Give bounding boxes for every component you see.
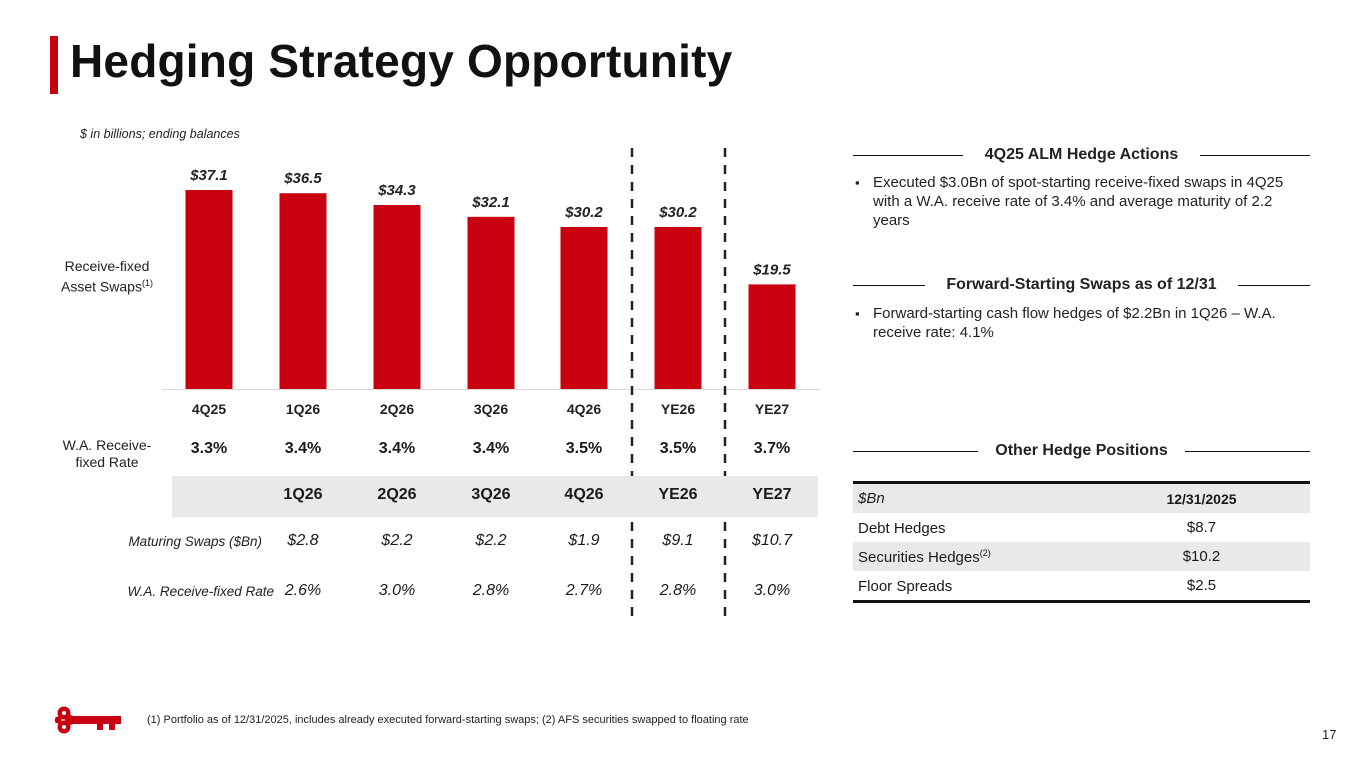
maturing-rate-value: 3.0% bbox=[753, 582, 791, 599]
maturing-header-cell: 2Q26 bbox=[377, 486, 417, 503]
data-label: $37.1 bbox=[189, 167, 228, 184]
x-tick-label: YE26 bbox=[661, 401, 695, 417]
bar bbox=[185, 190, 233, 389]
rate-value: 3.3% bbox=[190, 440, 228, 457]
maturing-swaps-value: $9.1 bbox=[662, 532, 694, 549]
forward-section-title: Forward-Starting Swaps as of 12/31 bbox=[938, 276, 1225, 293]
page-number: 17 bbox=[1322, 727, 1337, 742]
bullet-icon: ▪ bbox=[855, 306, 860, 321]
footnote: (1) Portfolio as of 12/31/2025, includes… bbox=[147, 714, 749, 726]
alm-section-title: 4Q25 ALM Hedge Actions bbox=[976, 146, 1187, 163]
table-row: Debt Hedges $8.7 bbox=[858, 519, 1217, 537]
maturing-header-cell: YE27 bbox=[752, 486, 792, 503]
maturing-table-header bbox=[172, 476, 818, 517]
data-label: $32.1 bbox=[471, 194, 510, 211]
maturing-swaps-label: Maturing Swaps ($Bn) bbox=[128, 534, 262, 549]
table-row: Floor Spreads $2.5 bbox=[858, 577, 1217, 595]
maturing-rate-label: W.A. Receive-fixed Rate bbox=[127, 584, 274, 599]
maturing-swaps-value: $2.8 bbox=[287, 532, 319, 549]
page-title: Hedging Strategy Opportunity bbox=[70, 35, 733, 87]
x-tick-label: 2Q26 bbox=[380, 401, 414, 417]
other-section-header: Other Hedge Positions bbox=[853, 442, 1310, 462]
maturing-rate-value: 3.0% bbox=[378, 582, 416, 599]
alm-bullet: ▪ Executed $3.0Bn of spot-starting recei… bbox=[855, 174, 1284, 229]
x-tick-label: 3Q26 bbox=[474, 401, 508, 417]
maturing-swaps-value: $2.2 bbox=[381, 532, 413, 549]
x-tick-label: 1Q26 bbox=[286, 401, 320, 417]
table-header-row: $Bn 12/31/2025 bbox=[853, 484, 1310, 513]
table-row: Securities Hedges(2) $10.2 bbox=[853, 542, 1310, 571]
key-logo-icon bbox=[55, 706, 121, 734]
forward-bullet: ▪ Forward-starting cash flow hedges of $… bbox=[855, 305, 1276, 341]
bar bbox=[654, 227, 702, 389]
data-label: $30.2 bbox=[658, 204, 697, 221]
maturing-swaps-value: $2.2 bbox=[475, 532, 507, 549]
data-label: $36.5 bbox=[283, 170, 322, 187]
other-section-title: Other Hedge Positions bbox=[987, 442, 1176, 459]
maturing-swaps-value: $1.9 bbox=[568, 532, 600, 549]
rate-value: 3.7% bbox=[753, 440, 791, 457]
data-label: $30.2 bbox=[564, 204, 603, 221]
bullet-icon: ▪ bbox=[855, 175, 860, 190]
rate-value: 3.5% bbox=[565, 440, 603, 457]
x-tick-label: 4Q26 bbox=[567, 401, 601, 417]
bar bbox=[279, 193, 327, 389]
bar bbox=[373, 205, 421, 389]
rate-value: 3.4% bbox=[378, 440, 416, 457]
data-label: $34.3 bbox=[377, 182, 416, 199]
maturing-rate-value: 2.8% bbox=[659, 582, 697, 599]
alm-section-header: 4Q25 ALM Hedge Actions bbox=[853, 146, 1310, 166]
title-accent-bar bbox=[50, 36, 58, 94]
data-label: $19.5 bbox=[752, 261, 791, 278]
maturing-rate-value: 2.7% bbox=[565, 582, 603, 599]
maturing-header-cell: 1Q26 bbox=[283, 486, 323, 503]
maturing-swaps-value: $10.7 bbox=[751, 532, 793, 549]
bar bbox=[748, 284, 796, 389]
x-tick-label: YE27 bbox=[755, 401, 789, 417]
maturing-header-cell: 4Q26 bbox=[564, 486, 604, 503]
wa-receive-rate-label: W.A. Receive- fixed Rate bbox=[62, 437, 152, 470]
rate-value: 3.4% bbox=[284, 440, 322, 457]
bar bbox=[467, 216, 515, 389]
forward-section-header: Forward-Starting Swaps as of 12/31 bbox=[853, 276, 1310, 296]
bar bbox=[560, 227, 608, 389]
receive-fixed-swaps-label: Receive-fixed Asset Swaps(1) bbox=[61, 258, 153, 295]
rate-value: 3.4% bbox=[472, 440, 510, 457]
other-hedge-table: $Bn 12/31/2025 Debt Hedges $8.7 Securiti… bbox=[853, 481, 1310, 603]
maturing-header-cell: YE26 bbox=[658, 486, 698, 503]
x-tick-label: 4Q25 bbox=[192, 401, 226, 417]
units-note: $ in billions; ending balances bbox=[80, 127, 240, 141]
maturing-header-cell: 3Q26 bbox=[471, 486, 511, 503]
maturing-rate-value: 2.6% bbox=[284, 582, 322, 599]
rate-value: 3.5% bbox=[659, 440, 697, 457]
maturing-rate-value: 2.8% bbox=[472, 582, 510, 599]
